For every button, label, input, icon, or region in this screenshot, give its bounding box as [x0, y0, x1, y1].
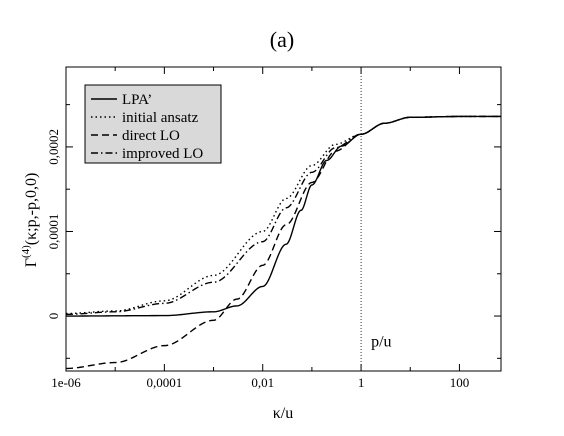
legend-label-0: LPA’: [122, 92, 152, 108]
chart-title: (a): [270, 27, 294, 52]
legend-label-1: initial ansatz: [122, 110, 199, 126]
y-tick-label-0: 0: [46, 313, 61, 320]
y-tick-label-1: 0,0001: [46, 214, 61, 250]
legend-label-2: direct LO: [122, 128, 180, 144]
y-axis-label-base: Γ: [23, 258, 40, 267]
series-line-1: [65, 115, 501, 315]
reference-line-label: p/u: [371, 333, 391, 350]
x-tick-label-3: 1: [358, 375, 365, 390]
y-axis-label-rest: (κ;p,-p,0,0): [23, 173, 40, 246]
x-axis-label: κ/u: [273, 405, 294, 422]
x-tick-label-2: 0,01: [251, 375, 274, 390]
series-line-0: [66, 115, 501, 317]
x-tick-label-1: 0,0001: [146, 375, 182, 390]
legend: LPA’ initial ansatz direct LO improved LO: [84, 84, 222, 164]
x-tick-label-0: 1e-06: [51, 375, 81, 390]
series-group: [65, 115, 501, 370]
y-axis-label-sup: (4): [20, 245, 32, 258]
plot-frame: [65, 66, 502, 372]
series-line-2: [65, 115, 501, 370]
y-tick-label-2: 0,0002: [46, 129, 61, 165]
axis-ticks: 1e-06 0,0001 0,01 1 100 0 0,0001 0,0002: [46, 67, 501, 390]
svg-text:Γ(4)(κ;p,-p,0,0): Γ(4)(κ;p,-p,0,0): [20, 173, 40, 268]
y-axis-label: Γ(4)(κ;p,-p,0,0): [20, 173, 40, 268]
legend-label-3: improved LO: [122, 146, 203, 162]
plot-area: 1e-06 0,0001 0,01 1 100 0 0,0001 0,0002 p/u: [46, 66, 502, 390]
x-tick-label-4: 100: [450, 375, 470, 390]
series-line-3: [65, 115, 501, 316]
legend-box: [84, 84, 222, 164]
